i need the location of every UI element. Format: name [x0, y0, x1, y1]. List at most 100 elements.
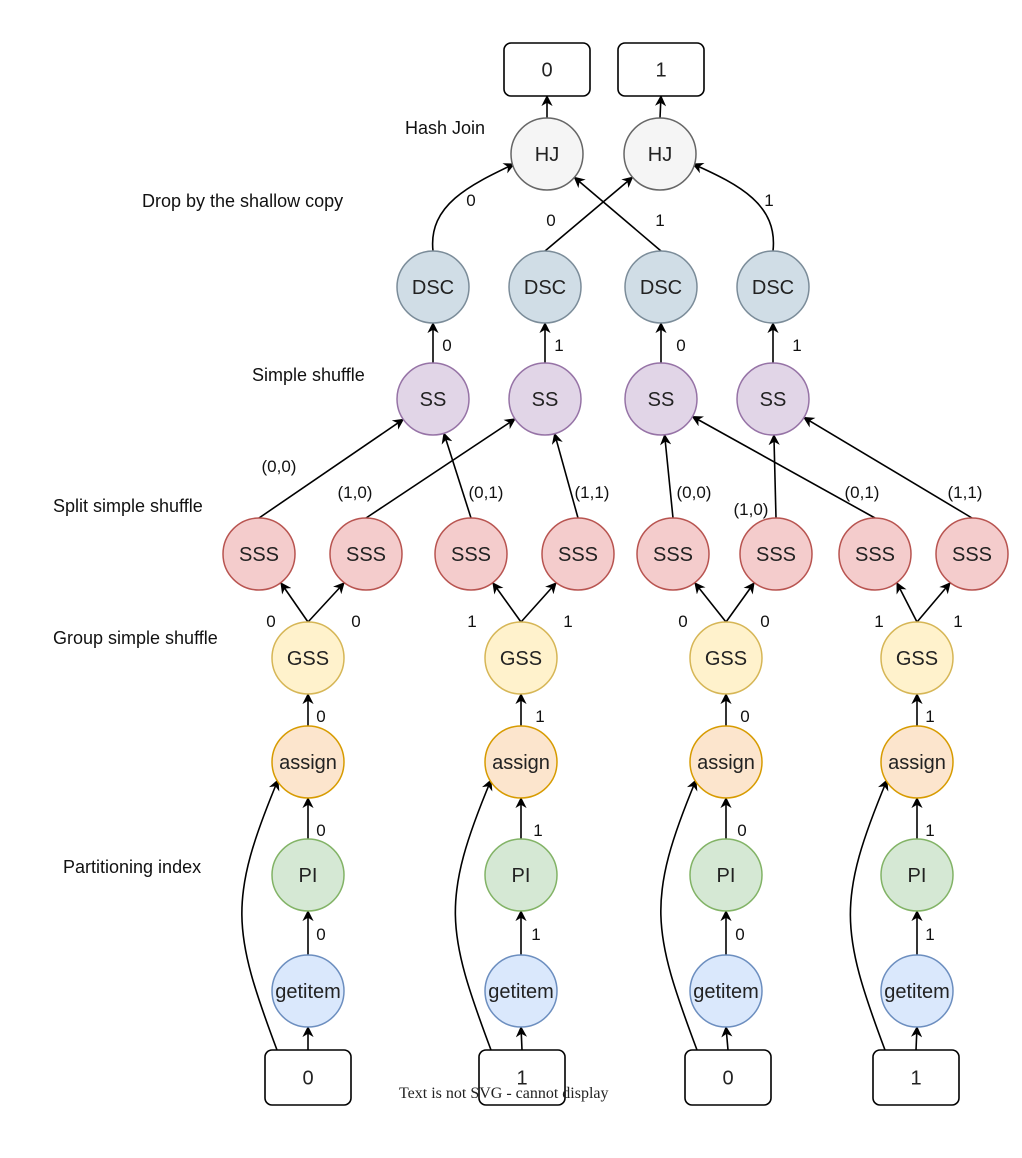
node-asg0-circle [271, 725, 345, 799]
node-ss3-circle [736, 362, 810, 436]
node-sss7: SSS [935, 517, 1009, 591]
node-gss2-label: GSS [705, 648, 747, 670]
node-ss0-circle [396, 362, 470, 436]
node-sss5-circle [739, 517, 813, 591]
edge-label-gss-sss-2b: 0 [760, 612, 769, 631]
edge-label-sss-ss-3: (1,1) [575, 483, 610, 502]
node-hj0-circle [510, 117, 584, 191]
edge-labels: 0 0 1 1 0 1 0 1 (0,0) (1,0) (0,1) (1,1) (0,0) (1,0) (0… [262, 191, 983, 944]
node-gss2-circle [689, 621, 763, 695]
node-gi1-circle [484, 954, 558, 1028]
node-ss1-label: SS [532, 389, 559, 411]
node-ss1-circle [508, 362, 582, 436]
node-dsc1-label: DSC [524, 277, 566, 299]
edge-label-asg-gss-2: 0 [740, 707, 749, 726]
edge-input-gi-2 [721, 1025, 733, 1051]
edge-input-assign-1 [454, 778, 493, 1051]
node-gi2-label: getitem [693, 981, 759, 1003]
edge-label-asg-gss-0: 0 [316, 707, 325, 726]
node-sss0-circle [222, 517, 296, 591]
edge-label-gss-sss-1b: 1 [563, 612, 572, 631]
node-in2-label: 0 [722, 1068, 733, 1090]
node-in2-box [684, 1049, 772, 1106]
node-dsc0: DSC [396, 250, 470, 324]
node-gi2-circle [689, 954, 763, 1028]
node-sss0: SSS [222, 517, 296, 591]
edge-gss-sss-0-1 [307, 582, 345, 623]
edge-sss-ss-6 [691, 415, 876, 519]
edge-label-gss-sss-2a: 0 [678, 612, 687, 631]
edge-label-pi-asg-2: 0 [737, 821, 746, 840]
edge-gss-sss-3-1 [916, 582, 951, 623]
node-sss2-label: SSS [451, 544, 491, 566]
edge-label-sss-ss-6: (0,1) [845, 483, 880, 502]
node-sss7-label: SSS [952, 544, 992, 566]
edge-sss-ss-0 [258, 418, 405, 519]
edge-dsc0-hj0 [431, 163, 516, 252]
node-gi2: getitem [689, 954, 763, 1028]
edge-label-ss-dsc-1: 1 [554, 336, 563, 355]
node-gi3-circle [880, 954, 954, 1028]
edge-label-hj-right-1: 1 [764, 191, 773, 210]
node-hj1-label: HJ [648, 144, 672, 166]
node-sss5-label: SSS [756, 544, 796, 566]
node-ss3-label: SS [760, 389, 787, 411]
node-in1-label: 1 [516, 1068, 527, 1090]
edges [241, 94, 973, 1051]
edge-label-gi-pi-2: 0 [735, 925, 744, 944]
edge-label-gss-sss-0b: 0 [351, 612, 360, 631]
annotation-partitioning-index: Partitioning index [63, 857, 201, 877]
node-hj1: HJ [623, 117, 697, 191]
edge-label-sss-ss-1: (1,0) [338, 483, 373, 502]
edge-sss-ss-5 [768, 433, 780, 519]
node-in0-box [264, 1049, 352, 1106]
node-sss4: SSS [636, 517, 710, 591]
edge-label-gss-sss-0a: 0 [266, 612, 275, 631]
node-gi1: getitem [484, 954, 558, 1028]
edge-label-asg-gss-1: 1 [535, 707, 544, 726]
edge-gss-sss-3-0 [896, 582, 918, 623]
node-sss6-label: SSS [855, 544, 895, 566]
edge-gss-sss-1-1 [520, 582, 557, 623]
node-hj1-circle [623, 117, 697, 191]
node-pi1: PI [484, 838, 558, 912]
node-pi1-label: PI [512, 865, 531, 887]
node-dsc2: DSC [624, 250, 698, 324]
node-in1-box [478, 1049, 566, 1106]
node-asg1: assign [484, 725, 558, 799]
node-dsc2-label: DSC [640, 277, 682, 299]
edge-sss-ss-2 [441, 432, 472, 519]
edge-input-assign-2 [660, 778, 698, 1051]
node-ss3: SS [736, 362, 810, 436]
edge-dsc1-hj1 [544, 176, 634, 252]
node-gss0-label: GSS [287, 648, 329, 670]
node-out1-box [617, 42, 705, 97]
node-in2: 0 [684, 1049, 772, 1106]
edge-input-gi-1 [515, 1025, 528, 1051]
node-sss0-label: SSS [239, 544, 279, 566]
annotation-hash-join: Hash Join [405, 118, 485, 138]
node-pi3-circle [880, 838, 954, 912]
edge-gss-sss-1-0 [492, 582, 522, 623]
edge-label-pi-asg-0: 0 [316, 821, 325, 840]
node-sss2-circle [434, 517, 508, 591]
annotation-split-simple-shuffle: Split simple shuffle [53, 496, 203, 516]
node-asg1-circle [484, 725, 558, 799]
edge-label-hj-left-0: 0 [466, 191, 475, 210]
node-gss3: GSS [880, 621, 954, 695]
edge-sss-ss-3 [551, 432, 579, 519]
node-sss3-label: SSS [558, 544, 598, 566]
edge-label-gss-sss-1a: 1 [467, 612, 476, 631]
node-asg3: assign [880, 725, 954, 799]
node-dsc3: DSC [736, 250, 810, 324]
edge-hj1-out1 [654, 94, 667, 119]
node-asg2-label: assign [697, 752, 755, 774]
node-dsc1: DSC [508, 250, 582, 324]
edge-label-hj-cross-0: 0 [546, 211, 555, 230]
edge-sss-ss-7 [802, 416, 973, 519]
node-ss1: SS [508, 362, 582, 436]
edge-label-gss-sss-3a: 1 [874, 612, 883, 631]
edge-label-gss-sss-3b: 1 [953, 612, 962, 631]
node-gss1-circle [484, 621, 558, 695]
